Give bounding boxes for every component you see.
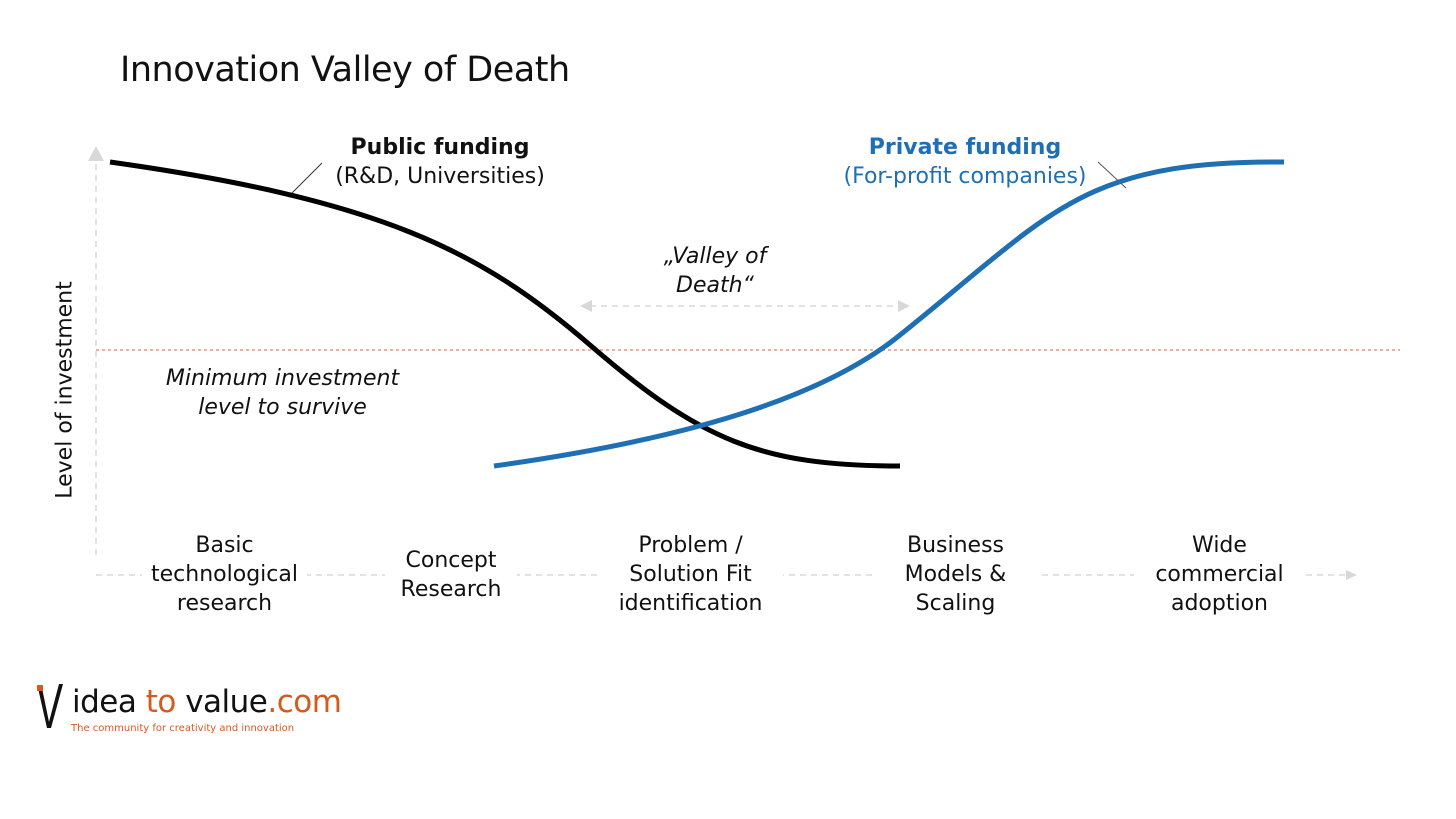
minimum-investment-label: Minimum investment level to survive [140, 364, 425, 422]
stage-problem-solution-fit: Problem / Solution Fit identification [598, 531, 783, 618]
public-funding-leader-line [289, 162, 323, 196]
logo-text-com: .com [267, 684, 342, 720]
logo-text-value: value [175, 684, 268, 720]
stage-label-line: adoption [1170, 591, 1268, 616]
valley-arrow-right [898, 300, 910, 312]
stage-business-models-scaling: Business Models & Scaling [872, 531, 1039, 618]
logo-text-idea: idea [72, 684, 146, 720]
stage-label-line: Research [400, 577, 502, 602]
stage-label-line: Concept [405, 548, 497, 573]
logo-tagline: The community for creativity and innovat… [71, 723, 295, 734]
stage-wide-commercial-adoption: Wide commercial adoption [1134, 531, 1305, 618]
stage-concept-research: Concept Research [385, 546, 517, 604]
public-funding-subtitle: (R&D, Universities) [335, 164, 545, 189]
diagram-title: Innovation Valley of Death [120, 50, 570, 90]
x-axis-arrow [1346, 570, 1357, 580]
private-funding-curve [493, 159, 1285, 469]
valley-arrow-left [580, 300, 592, 312]
private-funding-subtitle: (For-profit companies) [843, 164, 1087, 189]
stage-label-line: Solution Fit [629, 562, 752, 587]
y-axis-arrow [88, 146, 104, 161]
private-funding-title: Private funding [868, 135, 1062, 160]
valley-of-death-label: „Valley of Death“ [600, 242, 830, 300]
stage-label-line: Business [906, 533, 1004, 558]
stage-label-line: identification [618, 591, 763, 616]
public-funding-title: Public funding [350, 135, 530, 160]
idea-to-value-mark-icon [37, 684, 63, 728]
stage-label-line: commercial [1155, 562, 1284, 587]
stage-label-line: Models & [904, 562, 1007, 587]
stage-label-line: technological [151, 562, 298, 587]
valley-label-line: Death“ [676, 273, 754, 298]
stage-label-line: research [176, 591, 273, 616]
stage-basic-research: Basic technological research [142, 531, 307, 618]
y-axis-label: Level of investment [52, 281, 78, 499]
public-funding-curve [109, 159, 901, 469]
logo-wordmark: idea to value.com [72, 684, 342, 720]
logo-text-to: to [145, 684, 177, 720]
valley-label-line: „Valley of [663, 244, 767, 269]
stage-label-line: Wide [1192, 533, 1247, 558]
minimum-label-line: Minimum investment [165, 366, 400, 391]
stage-label-line: Scaling [915, 591, 996, 616]
stage-label-line: Problem / [638, 533, 743, 558]
stage-label-line: Basic [195, 533, 254, 558]
minimum-label-line: level to survive [198, 395, 367, 420]
